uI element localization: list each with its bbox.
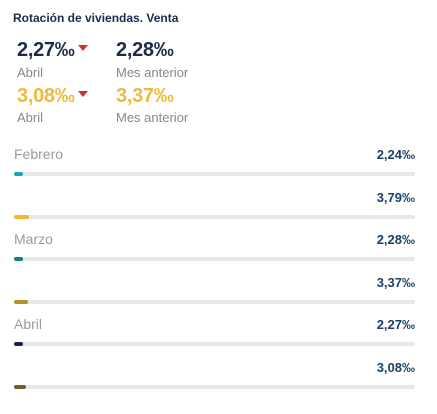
bar-value-label: 3,08‰ <box>376 359 415 375</box>
bar-value-label: 2,24‰ <box>376 147 415 162</box>
bar-track <box>14 172 415 176</box>
kpi-previous-gold: 3,37‰ <box>116 85 174 108</box>
bar <box>14 384 27 389</box>
bar <box>14 342 24 346</box>
kpi-current-gold-label: Abril <box>17 110 44 125</box>
category-label: Abril <box>14 316 43 332</box>
kpi-previous-navy-label: Mes anterior <box>116 65 189 80</box>
bar <box>14 214 30 219</box>
kpi-previous-gold-value: 3,37‰ <box>116 85 174 107</box>
chart-title: Rotación de viviendas. Venta <box>13 11 179 25</box>
bar <box>14 299 28 304</box>
bar-track <box>14 299 415 304</box>
bar <box>14 172 23 176</box>
bar-value-label: 2,27‰ <box>376 317 415 332</box>
down-arrow-icon <box>78 91 89 97</box>
kpi-current-navy: 2,27‰ <box>17 39 89 62</box>
kpi-current-gold: 3,08‰ <box>17 85 89 108</box>
kpi-current-navy-label: Abril <box>17 65 44 80</box>
bar-track <box>14 342 415 346</box>
kpi-current-navy-value: 2,27‰ <box>17 39 75 61</box>
kpi-previous-navy-value: 2,28‰ <box>116 39 174 61</box>
category-label: Marzo <box>14 231 53 247</box>
kpi-current-gold-value: 3,08‰ <box>17 85 75 107</box>
down-arrow-icon <box>78 45 89 51</box>
bar <box>14 257 24 261</box>
bar-track <box>14 384 415 389</box>
bar-value-label: 3,79‰ <box>376 189 415 205</box>
bar-track <box>14 214 415 219</box>
bar-track <box>14 257 415 261</box>
bar-value-label: 3,37‰ <box>376 274 415 290</box>
kpi-previous-gold-label: Mes anterior <box>116 110 189 125</box>
category-label: Febrero <box>14 146 64 162</box>
kpi-previous-navy: 2,28‰ <box>116 39 174 62</box>
bar-value-label: 2,28‰ <box>376 232 415 247</box>
